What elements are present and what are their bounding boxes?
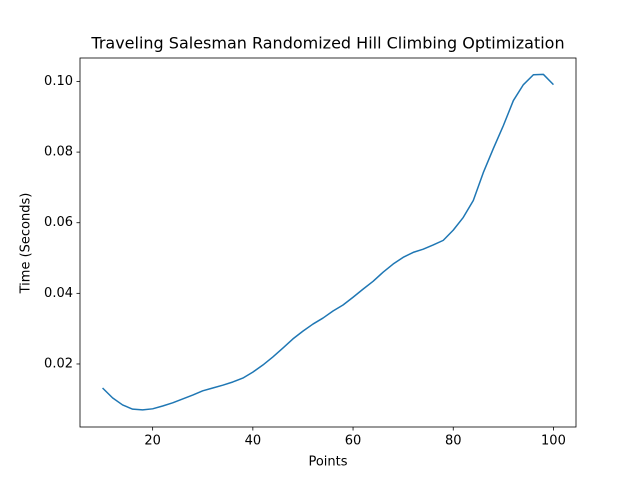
data-line: [102, 73, 554, 411]
y-axis-label: Time (Seconds): [19, 193, 34, 295]
x-tick-label: 80: [445, 434, 462, 449]
y-tick-label: 0.08: [44, 145, 73, 160]
y-tick-label: 0.10: [44, 74, 73, 89]
x-tick-label: 100: [541, 434, 566, 449]
x-axis-label: Points: [308, 455, 347, 470]
chart-title: Traveling Salesman Randomized Hill Climb…: [90, 34, 564, 53]
y-tick-label: 0.02: [44, 356, 73, 371]
x-tick-label: 60: [345, 434, 362, 449]
x-tick-label: 20: [144, 434, 161, 449]
y-tick-label: 0.04: [44, 286, 73, 301]
y-tick-label: 0.06: [44, 215, 73, 230]
plot-frame: [79, 57, 577, 428]
x-tick-label: 40: [245, 434, 262, 449]
